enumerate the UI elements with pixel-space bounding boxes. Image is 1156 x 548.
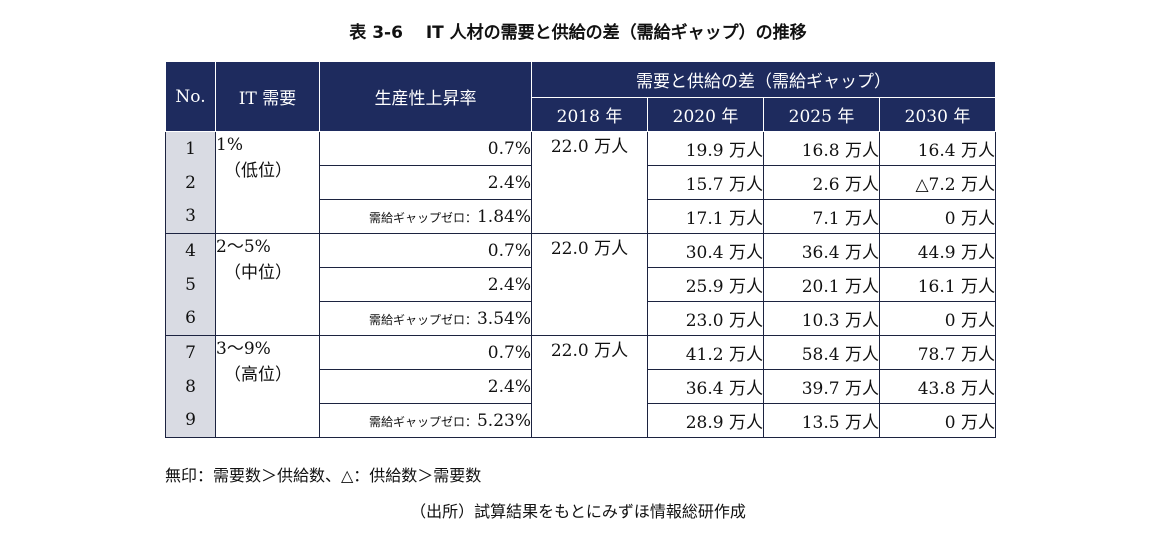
it-demand-cell: 2〜5% （中位） — [215, 233, 320, 336]
source-note: （出所）試算結果をもとにみずほ情報総研作成 — [410, 502, 746, 521]
rate-value: 2.4% — [487, 172, 531, 193]
supply-demand-gap-table: No. IT 需要 生産性上昇率 需要と供給の差（需給ギャップ） 2018 年 … — [165, 61, 996, 438]
gap-2025: 20.1 万人 — [763, 267, 880, 302]
gap-2020: 36.4 万人 — [647, 369, 764, 404]
row-number: 3 — [165, 199, 216, 234]
rate-note: 需給ギャップゼロ： — [368, 210, 477, 225]
productivity-rate: 0.7% — [319, 233, 532, 268]
gap-2030: 0 万人 — [879, 301, 996, 336]
productivity-rate: 2.4% — [319, 267, 532, 302]
gap-2030: 0 万人 — [879, 199, 996, 234]
row-number: 7 — [165, 335, 216, 370]
demand-percent: 1% — [216, 135, 243, 155]
it-demand-cell: 1% （低位） — [215, 131, 320, 234]
rate-value: 1.84% — [476, 206, 531, 227]
rate-value: 5.23% — [476, 410, 531, 431]
legend-footnote: 無印：需要数＞供給数、△：供給数＞需要数 — [165, 466, 482, 485]
header-year-2020: 2020 年 — [647, 97, 764, 132]
gap-2025: 39.7 万人 — [763, 369, 880, 404]
gap-2030: 16.1 万人 — [879, 267, 996, 302]
gap-2030: 16.4 万人 — [879, 131, 996, 166]
row-number: 9 — [165, 403, 216, 438]
demand-level: （中位） — [224, 263, 292, 283]
header-productivity-rate: 生産性上昇率 — [319, 61, 532, 132]
row-number: 8 — [165, 369, 216, 404]
gap-2020: 30.4 万人 — [647, 233, 764, 268]
gap-2025: 13.5 万人 — [763, 403, 880, 438]
row-number: 4 — [165, 233, 216, 268]
gap-2020: 17.1 万人 — [647, 199, 764, 234]
header-year-2025: 2025 年 — [763, 97, 880, 132]
gap-2030: 44.9 万人 — [879, 233, 996, 268]
row-number: 1 — [165, 131, 216, 166]
gap-2025: 36.4 万人 — [763, 233, 880, 268]
gap-2030: △7.2 万人 — [879, 165, 996, 200]
rate-value: 2.4% — [487, 274, 531, 295]
gap-2018: 22.0 万人 — [531, 335, 648, 438]
demand-level: （低位） — [224, 161, 292, 181]
productivity-rate: 0.7% — [319, 335, 532, 370]
it-demand-cell: 3〜9% （高位） — [215, 335, 320, 438]
table-row: 7 3〜9% （高位） 0.7% 22.0 万人 41.2 万人 58.4 万人… — [165, 335, 996, 438]
demand-percent: 3〜9% — [216, 339, 271, 359]
table-row: 9 需給ギャップゼロ：5.23% 28.9 万人 13.5 万人 0 万人 — [165, 403, 996, 438]
rate-value: 2.4% — [487, 376, 531, 397]
gap-2025: 2.6 万人 — [763, 165, 880, 200]
rate-value: 0.7% — [487, 240, 531, 261]
productivity-rate: 0.7% — [319, 131, 532, 166]
table-row: 2 2.4% 15.7 万人 2.6 万人 △7.2 万人 — [165, 165, 996, 200]
productivity-rate: 需給ギャップゼロ：1.84% — [319, 199, 532, 234]
productivity-rate: 2.4% — [319, 165, 532, 200]
rate-value: 0.7% — [487, 138, 531, 159]
gap-2030: 78.7 万人 — [879, 335, 996, 370]
row-number: 2 — [165, 165, 216, 200]
row-number: 5 — [165, 267, 216, 302]
table-row: 1 1% （低位） 0.7% 22.0 万人 19.9 万人 16.8 万人 1… — [165, 131, 996, 234]
gap-2025: 7.1 万人 — [763, 199, 880, 234]
gap-2018: 22.0 万人 — [531, 131, 648, 234]
gap-2025: 10.3 万人 — [763, 301, 880, 336]
gap-2018: 22.0 万人 — [531, 233, 648, 336]
productivity-rate: 需給ギャップゼロ：5.23% — [319, 403, 532, 438]
header-gap: 需要と供給の差（需給ギャップ） — [531, 61, 996, 98]
gap-2030: 0 万人 — [879, 403, 996, 438]
rate-value: 0.7% — [487, 342, 531, 363]
rate-note: 需給ギャップゼロ： — [368, 414, 477, 429]
rate-note: 需給ギャップゼロ： — [368, 312, 477, 327]
table-row: 5 2.4% 25.9 万人 20.1 万人 16.1 万人 — [165, 267, 996, 302]
header-year-2030: 2030 年 — [879, 97, 996, 132]
gap-2020: 25.9 万人 — [647, 267, 764, 302]
gap-2020: 23.0 万人 — [647, 301, 764, 336]
productivity-rate: 需給ギャップゼロ：3.54% — [319, 301, 532, 336]
gap-2020: 41.2 万人 — [647, 335, 764, 370]
gap-2030: 43.8 万人 — [879, 369, 996, 404]
demand-percent: 2〜5% — [216, 237, 271, 257]
gap-2025: 16.8 万人 — [763, 131, 880, 166]
gap-2020: 15.7 万人 — [647, 165, 764, 200]
demand-level: （高位） — [224, 365, 292, 385]
table-row: 4 2〜5% （中位） 0.7% 22.0 万人 30.4 万人 36.4 万人… — [165, 233, 996, 336]
header-year-2018: 2018 年 — [531, 97, 648, 132]
gap-2020: 19.9 万人 — [647, 131, 764, 166]
header-it-demand: IT 需要 — [215, 61, 320, 132]
gap-2025: 58.4 万人 — [763, 335, 880, 370]
productivity-rate: 2.4% — [319, 369, 532, 404]
header-no: No. — [165, 61, 216, 132]
table-title: 表 3-6 IT 人材の需要と供給の差（需給ギャップ）の推移 — [349, 23, 807, 43]
gap-2020: 28.9 万人 — [647, 403, 764, 438]
rate-value: 3.54% — [476, 308, 531, 329]
row-number: 6 — [165, 301, 216, 336]
